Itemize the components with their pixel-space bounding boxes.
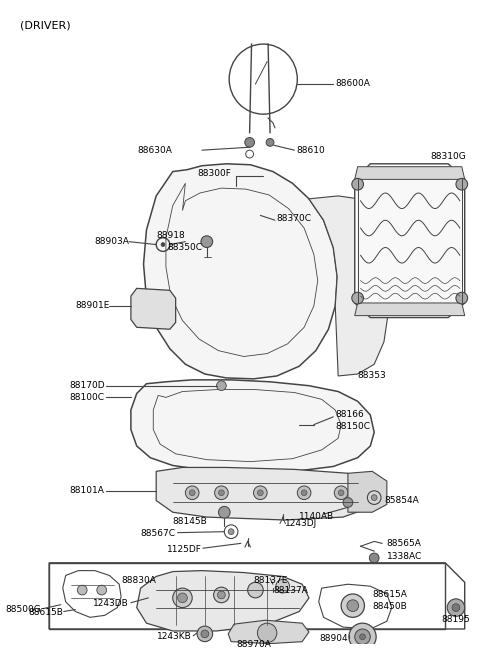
Circle shape (161, 242, 165, 246)
Text: 1243KB: 1243KB (157, 632, 192, 641)
Text: 88137A: 88137A (273, 586, 308, 595)
Bar (360, 288, 373, 310)
Text: 88350C: 88350C (167, 243, 202, 252)
Circle shape (369, 553, 379, 563)
Polygon shape (355, 303, 465, 316)
Text: (DRIVER): (DRIVER) (20, 20, 71, 31)
Circle shape (341, 594, 364, 617)
Text: 88903A: 88903A (94, 237, 129, 246)
Circle shape (178, 593, 187, 603)
Circle shape (352, 178, 363, 190)
Text: 88100C: 88100C (70, 393, 105, 402)
Text: 88610: 88610 (296, 145, 325, 155)
Circle shape (276, 580, 289, 593)
Polygon shape (137, 571, 309, 631)
Text: 88101A: 88101A (70, 486, 105, 495)
Polygon shape (309, 196, 392, 376)
Circle shape (257, 623, 277, 643)
Text: 88166: 88166 (335, 411, 364, 419)
Text: 88615B: 88615B (28, 608, 63, 617)
Text: 1140AB: 1140AB (299, 512, 335, 521)
Circle shape (173, 588, 192, 608)
Circle shape (218, 506, 230, 518)
Text: 88300F: 88300F (197, 169, 231, 178)
Text: 1243DB: 1243DB (93, 599, 129, 608)
Circle shape (452, 604, 460, 612)
Circle shape (185, 486, 199, 500)
Polygon shape (156, 468, 374, 520)
Text: 88567C: 88567C (141, 529, 176, 538)
Circle shape (97, 585, 107, 595)
Text: 88600A: 88600A (335, 79, 370, 88)
Circle shape (456, 178, 468, 190)
Text: 88500G: 88500G (6, 605, 41, 614)
Circle shape (77, 585, 87, 595)
Text: 88137E: 88137E (253, 576, 288, 585)
Polygon shape (131, 380, 374, 472)
Circle shape (456, 292, 468, 304)
Text: 88904: 88904 (319, 634, 348, 643)
Polygon shape (355, 167, 465, 179)
Text: 1338AC: 1338AC (387, 552, 422, 561)
Text: 88145B: 88145B (173, 517, 207, 527)
Circle shape (215, 486, 228, 500)
Text: 88630A: 88630A (138, 145, 173, 155)
Circle shape (245, 138, 254, 147)
Text: 88970A: 88970A (236, 640, 271, 649)
Text: 88565A: 88565A (387, 539, 422, 548)
Circle shape (349, 623, 376, 650)
Text: 1125DF: 1125DF (167, 545, 202, 553)
Circle shape (189, 490, 195, 496)
Text: 88370C: 88370C (277, 214, 312, 223)
Circle shape (253, 486, 267, 500)
Circle shape (214, 587, 229, 603)
Circle shape (447, 599, 465, 616)
Polygon shape (228, 620, 309, 644)
Circle shape (217, 591, 225, 599)
Text: 88830A: 88830A (121, 576, 156, 585)
Circle shape (352, 292, 363, 304)
Circle shape (347, 600, 359, 612)
Circle shape (201, 630, 209, 638)
Text: 88150C: 88150C (335, 422, 370, 431)
Circle shape (248, 582, 263, 598)
Circle shape (343, 498, 353, 508)
Circle shape (334, 486, 348, 500)
Circle shape (301, 490, 307, 496)
Polygon shape (144, 164, 337, 379)
Text: 88918: 88918 (156, 231, 185, 240)
Text: 88170D: 88170D (69, 381, 105, 390)
Text: 88450B: 88450B (372, 602, 407, 611)
Circle shape (201, 236, 213, 248)
Circle shape (228, 529, 234, 534)
Text: 88195: 88195 (442, 615, 470, 624)
Circle shape (355, 629, 370, 645)
Text: 88353: 88353 (358, 371, 386, 381)
Polygon shape (131, 288, 176, 329)
Circle shape (371, 495, 377, 500)
Circle shape (216, 381, 226, 390)
Text: 88310G: 88310G (431, 153, 467, 162)
Polygon shape (355, 164, 465, 318)
Circle shape (360, 634, 365, 640)
Circle shape (197, 626, 213, 642)
Polygon shape (348, 472, 387, 512)
Circle shape (218, 490, 224, 496)
Text: 88615A: 88615A (372, 590, 407, 599)
Text: 1243DJ: 1243DJ (285, 519, 317, 529)
Text: 85854A: 85854A (384, 496, 419, 505)
Circle shape (266, 138, 274, 146)
Bar (49, 563, 445, 629)
Circle shape (297, 486, 311, 500)
Circle shape (338, 490, 344, 496)
Text: 88901E: 88901E (75, 301, 109, 310)
Circle shape (257, 490, 263, 496)
